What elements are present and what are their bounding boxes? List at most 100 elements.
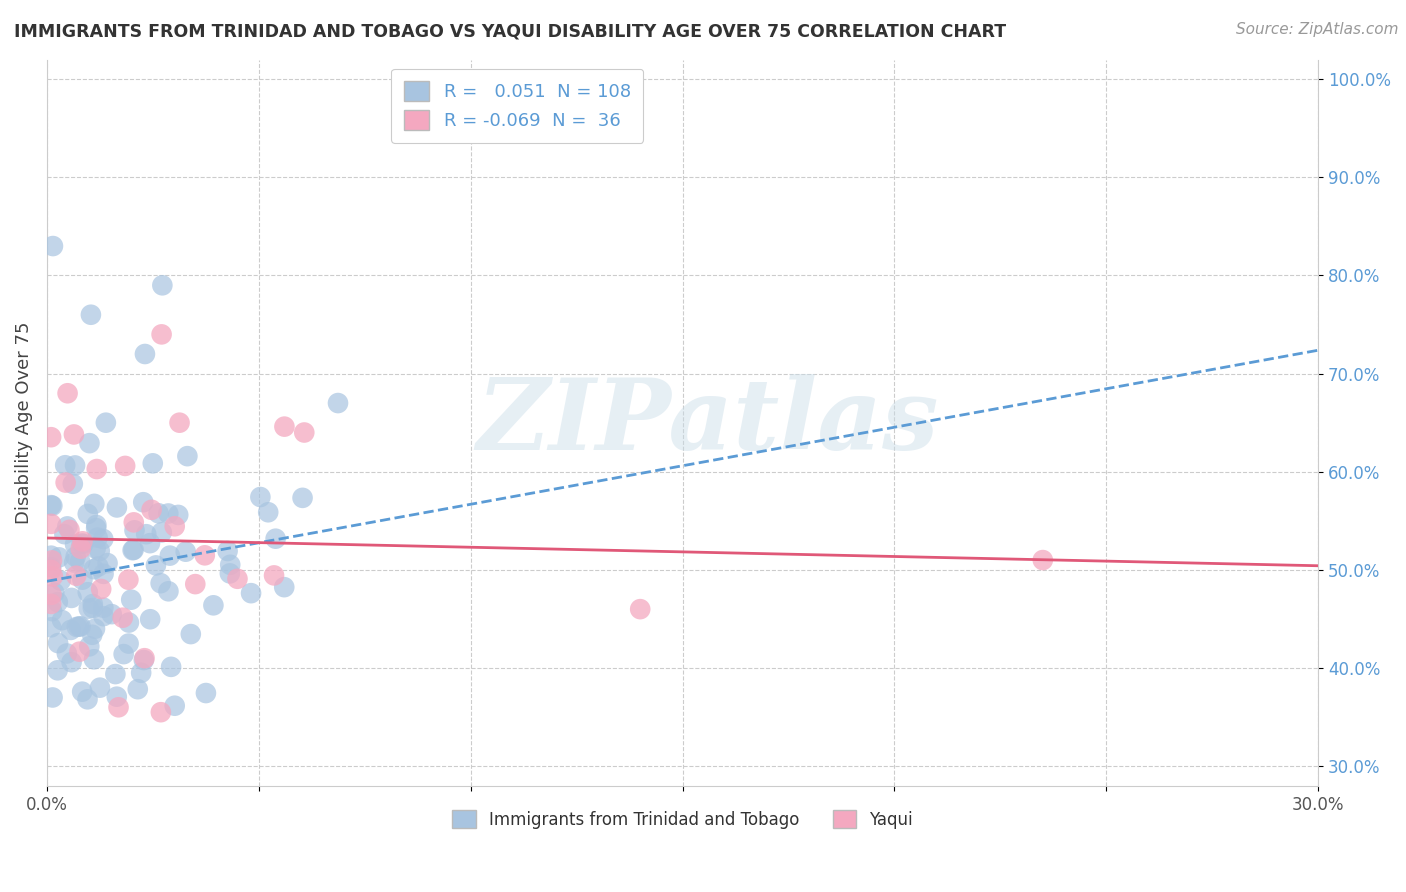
Point [51, 613, 73, 627]
Point [112, 647, 135, 661]
Point [60, 655, 83, 669]
Text: IMMIGRANTS FROM TRINIDAD AND TOBAGO VS YAQUI DISABILITY AGE OVER 75 CORRELATION : IMMIGRANTS FROM TRINIDAD AND TOBAGO VS Y… [14, 22, 1007, 40]
Point [39, 430, 62, 444]
Point [44, 585, 66, 599]
Point [326, 396, 349, 410]
Point [82, 601, 104, 615]
Point [39, 549, 62, 563]
Point [157, 507, 180, 521]
Point [69, 619, 91, 633]
Point [145, 558, 167, 573]
Point [118, 615, 141, 630]
Point [96, 556, 118, 570]
Point [83, 562, 105, 576]
Point [89, 681, 111, 695]
Point [41, 588, 63, 602]
Point [66, 620, 89, 634]
Point [77, 601, 100, 615]
Point [65, 568, 87, 582]
Point [59, 623, 82, 637]
Point [240, 586, 263, 600]
Point [93, 600, 115, 615]
Point [41, 553, 63, 567]
Point [63, 537, 86, 551]
Point [218, 566, 240, 581]
Point [184, 577, 207, 591]
Point [72, 537, 94, 551]
Point [157, 584, 180, 599]
Point [273, 419, 295, 434]
Point [86, 531, 108, 545]
Legend: Immigrants from Trinidad and Tobago, Yaqui: Immigrants from Trinidad and Tobago, Yaq… [446, 804, 920, 836]
Point [76, 692, 98, 706]
Point [41, 604, 63, 618]
Point [86, 462, 108, 476]
Point [169, 416, 191, 430]
Point [53, 527, 76, 541]
Point [41, 499, 63, 513]
Point [142, 456, 165, 470]
Point [104, 667, 127, 681]
Point [150, 525, 173, 540]
Y-axis label: Disability Age Over 75: Disability Age Over 75 [15, 321, 32, 524]
Point [39, 620, 62, 634]
Point [163, 519, 186, 533]
Point [180, 627, 202, 641]
Point [39, 563, 62, 577]
Point [46, 595, 69, 609]
Text: Source: ZipAtlas.com: Source: ZipAtlas.com [1236, 22, 1399, 37]
Point [628, 602, 651, 616]
Point [56, 519, 79, 533]
Point [86, 518, 108, 533]
Point [264, 532, 287, 546]
Point [84, 521, 107, 535]
Point [48, 550, 70, 565]
Point [60, 591, 83, 605]
Point [150, 278, 173, 293]
Point [84, 622, 107, 636]
Point [55, 475, 77, 490]
Point [132, 495, 155, 509]
Point [94, 416, 117, 430]
Point [83, 652, 105, 666]
Point [121, 543, 143, 558]
Point [89, 544, 111, 558]
Point [107, 700, 129, 714]
Point [72, 534, 94, 549]
Point [90, 582, 112, 596]
Point [84, 541, 107, 556]
Point [62, 476, 84, 491]
Point [273, 580, 295, 594]
Point [83, 497, 105, 511]
Point [139, 536, 162, 550]
Point [46, 636, 69, 650]
Point [163, 698, 186, 713]
Point [148, 506, 170, 520]
Point [134, 347, 156, 361]
Point [139, 612, 162, 626]
Point [150, 327, 173, 342]
Point [132, 653, 155, 667]
Point [194, 549, 217, 563]
Point [76, 585, 98, 599]
Point [46, 663, 69, 677]
Point [87, 559, 110, 574]
Point [111, 610, 134, 624]
Point [217, 544, 239, 558]
Point [167, 508, 190, 522]
Point [122, 542, 145, 557]
Point [39, 498, 62, 512]
Point [114, 458, 136, 473]
Point [56, 386, 79, 401]
Point [160, 660, 183, 674]
Point [263, 568, 285, 582]
Point [100, 607, 122, 622]
Point [135, 527, 157, 541]
Point [69, 645, 91, 659]
Point [149, 576, 172, 591]
Point [70, 684, 93, 698]
Point [174, 544, 197, 558]
Point [124, 524, 146, 538]
Point [194, 686, 217, 700]
Point [91, 532, 114, 546]
